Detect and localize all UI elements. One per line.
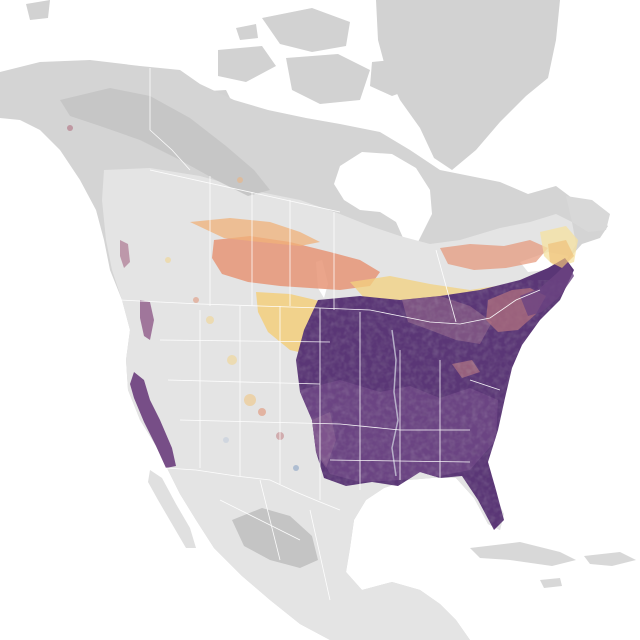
caribbean-islands	[470, 542, 636, 588]
alaska-interior	[60, 88, 270, 196]
abundance-pacific-coast	[120, 240, 176, 468]
political-boundaries	[119, 68, 541, 601]
abundance-west-scatter	[67, 125, 299, 471]
abundance-northeast-mixed	[486, 240, 574, 332]
baja-california	[148, 470, 196, 548]
mexico-range-blob	[232, 508, 318, 568]
hudson-bay	[334, 152, 432, 254]
greenland-landmass	[376, 0, 560, 170]
newfoundland	[566, 196, 610, 232]
